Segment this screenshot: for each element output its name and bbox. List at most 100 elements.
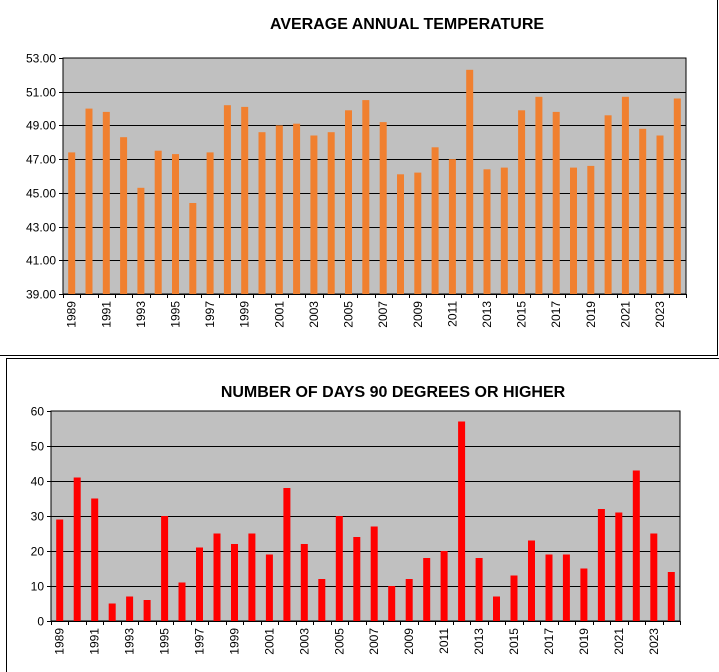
0-bar-2023 bbox=[656, 135, 664, 294]
0-x-tick-label: 2001 bbox=[272, 301, 286, 328]
0-x-tick-label: 2019 bbox=[584, 301, 598, 328]
0-y-tick-label: 39.00 bbox=[26, 288, 56, 302]
1-bar-2017 bbox=[545, 554, 553, 621]
1-x-tick-label: 1997 bbox=[193, 628, 207, 655]
0-bar-1990 bbox=[85, 108, 93, 294]
0-x-tick-label: 1999 bbox=[238, 301, 252, 328]
1-bar-1995 bbox=[161, 516, 169, 621]
0-bar-2002 bbox=[293, 123, 301, 294]
1-bar-2002 bbox=[283, 488, 291, 621]
1-bar-2004 bbox=[318, 579, 326, 621]
0-bar-1991 bbox=[102, 111, 110, 295]
0-bar-2016 bbox=[535, 96, 543, 294]
1-bar-1989 bbox=[56, 519, 64, 621]
0-x-tick-label: 2005 bbox=[342, 301, 356, 328]
1-bar-2020 bbox=[597, 509, 605, 621]
0-plot-area bbox=[62, 57, 687, 295]
1-x-tick-label: 2001 bbox=[262, 628, 276, 655]
temperature-chart-panel: AVERAGE ANNUAL TEMPERATURE 39.00 41.00 43.… bbox=[0, 0, 718, 356]
1-x-tick-label: 1991 bbox=[88, 628, 102, 655]
1-y-tick-label: 0 bbox=[37, 615, 44, 629]
0-bar-1993 bbox=[137, 187, 145, 294]
0-bar-2021 bbox=[621, 96, 629, 294]
1-x-tick-label: 1999 bbox=[227, 628, 241, 655]
1-bar-2014 bbox=[493, 596, 500, 621]
1-y-tick-label: 10 bbox=[31, 580, 45, 594]
1-x-tick-label: 2021 bbox=[612, 628, 626, 655]
0-x-tick-label: 2013 bbox=[480, 301, 494, 328]
1-bar-2019 bbox=[580, 568, 588, 621]
0-bar-2005 bbox=[345, 110, 352, 294]
0-x-tick-label: 1993 bbox=[134, 301, 148, 328]
1-bar-2023 bbox=[650, 533, 658, 621]
0-x-tick-label: 1997 bbox=[203, 301, 217, 328]
0-bar-2004 bbox=[327, 132, 335, 294]
1-y-tick-label: 60 bbox=[31, 405, 45, 419]
0-x-tick-label: 2011 bbox=[445, 301, 459, 327]
1-bar-2012 bbox=[458, 421, 466, 621]
0-y-tick-label: 49.00 bbox=[26, 119, 56, 133]
0-bar-2001 bbox=[275, 125, 283, 295]
1-bar-2008 bbox=[388, 586, 396, 621]
0-y-tick-label: 53.00 bbox=[26, 52, 56, 66]
0-bar-2024 bbox=[673, 98, 681, 294]
hot-days-chart-panel: NUMBER OF DAYS 90 DEGREES OR HIGHER 0 10 2… bbox=[6, 358, 719, 672]
0-bar-2000 bbox=[258, 132, 266, 294]
0-x-tick-label: 2015 bbox=[515, 301, 529, 328]
hot-days-chart-title: NUMBER OF DAYS 90 DEGREES OR HIGHER bbox=[221, 384, 566, 401]
0-bar-2013 bbox=[483, 169, 491, 294]
0-bar-2008 bbox=[397, 174, 404, 294]
1-bar-2010 bbox=[423, 558, 431, 621]
1-bar-2022 bbox=[632, 470, 640, 621]
1-x-tick-label: 2009 bbox=[402, 628, 416, 655]
0-x-tick-label: 2007 bbox=[376, 301, 390, 328]
1-bar-2011 bbox=[440, 551, 448, 621]
1-y-tick-label: 20 bbox=[31, 545, 45, 559]
1-x-tick-label: 2005 bbox=[332, 628, 346, 655]
0-y-tick-label: 41.00 bbox=[26, 254, 56, 268]
1-bar-2013 bbox=[475, 558, 483, 621]
0-bar-2009 bbox=[414, 172, 422, 294]
1-bar-2018 bbox=[562, 554, 570, 621]
1-x-tick-label: 2013 bbox=[472, 628, 486, 655]
0-x-tick-label: 1995 bbox=[168, 301, 182, 328]
1-bar-2021 bbox=[615, 512, 623, 621]
0-bar-2020 bbox=[604, 115, 612, 294]
0-bar-1989 bbox=[68, 152, 76, 294]
0-bar-2015 bbox=[518, 110, 526, 294]
1-x-tick-label: 1995 bbox=[158, 628, 172, 655]
0-y-tick-label: 47.00 bbox=[26, 153, 56, 167]
0-y-tick-label: 43.00 bbox=[26, 221, 56, 235]
0-bar-2011 bbox=[448, 159, 456, 294]
0-bar-1999 bbox=[241, 106, 249, 295]
0-bar-1998 bbox=[223, 105, 231, 294]
1-bar-2016 bbox=[528, 540, 535, 621]
1-bar-2007 bbox=[370, 526, 378, 621]
1-bar-2009 bbox=[405, 579, 413, 621]
0-x-tick-label: 2023 bbox=[653, 301, 667, 328]
1-y-tick-label: 50 bbox=[31, 440, 45, 454]
0-bar-2014 bbox=[500, 167, 508, 294]
1-x-tick-label: 2011 bbox=[437, 628, 451, 654]
1-x-tick-label: 1989 bbox=[53, 628, 67, 655]
0-bar-2019 bbox=[587, 165, 595, 294]
1-bar-1997 bbox=[196, 547, 203, 621]
0-bar-1997 bbox=[206, 152, 214, 294]
1-y-tick-label: 30 bbox=[31, 510, 45, 524]
1-bar-2024 bbox=[667, 572, 675, 621]
0-x-tick-label: 2017 bbox=[549, 301, 563, 328]
0-bar-2022 bbox=[639, 128, 647, 294]
0-bar-2012 bbox=[466, 69, 474, 294]
hot-days-chart: NUMBER OF DAYS 90 DEGREES OR HIGHER 0 10 2… bbox=[31, 384, 681, 655]
0-bar-2018 bbox=[570, 167, 577, 294]
0-x-tick-label: 2003 bbox=[307, 301, 321, 328]
0-x-tick-label: 2009 bbox=[411, 301, 425, 328]
0-x-tick-label: 2021 bbox=[618, 301, 632, 328]
0-x-tick-label: 1991 bbox=[99, 301, 113, 328]
0-bar-2006 bbox=[362, 100, 370, 294]
1-x-tick-label: 2017 bbox=[542, 628, 556, 655]
1-bar-1993 bbox=[126, 596, 134, 621]
temperature-chart: AVERAGE ANNUAL TEMPERATURE 39.00 41.00 43.… bbox=[26, 16, 687, 328]
1-x-tick-label: 2007 bbox=[367, 628, 381, 655]
0-bar-1992 bbox=[120, 137, 128, 294]
